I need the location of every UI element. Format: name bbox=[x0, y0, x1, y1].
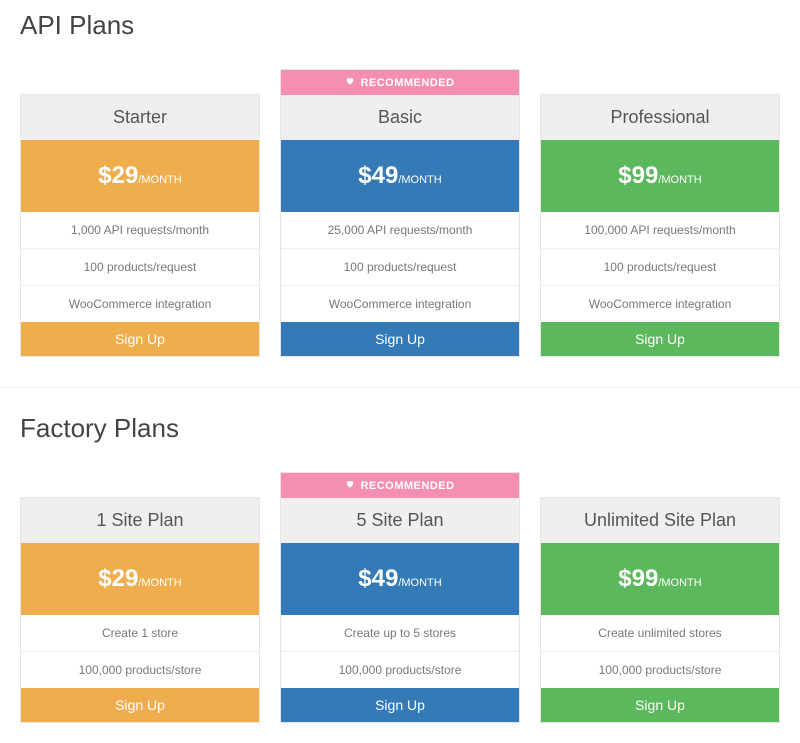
feature-item: 100,000 products/store bbox=[541, 652, 779, 688]
plans-row: 1 Site Plan$29/MONTHCreate 1 store100,00… bbox=[20, 472, 780, 723]
feature-item: WooCommerce integration bbox=[541, 286, 779, 322]
plans-row: Starter$29/MONTH1,000 API requests/month… bbox=[20, 69, 780, 357]
plan-price: $99/MONTH bbox=[541, 543, 779, 615]
plan-name: 1 Site Plan bbox=[21, 498, 259, 543]
feature-item: 100 products/request bbox=[541, 249, 779, 286]
plan-name: Professional bbox=[541, 95, 779, 140]
signup-button[interactable]: Sign Up bbox=[21, 322, 259, 356]
pricing-section: API PlansStarter$29/MONTH1,000 API reque… bbox=[0, 0, 800, 377]
feature-item: 100,000 API requests/month bbox=[541, 212, 779, 249]
feature-item: Create 1 store bbox=[21, 615, 259, 652]
feature-list: Create unlimited stores100,000 products/… bbox=[541, 615, 779, 688]
plan-name: 5 Site Plan bbox=[281, 498, 519, 543]
feature-list: 1,000 API requests/month100 products/req… bbox=[21, 212, 259, 322]
section-title: API Plans bbox=[20, 10, 780, 41]
plan-card: RECOMMENDED5 Site Plan$49/MONTHCreate up… bbox=[280, 472, 520, 723]
plan-card: Professional$99/MONTH100,000 API request… bbox=[540, 94, 780, 357]
heart-icon bbox=[345, 479, 355, 492]
feature-list: 100,000 API requests/month100 products/r… bbox=[541, 212, 779, 322]
price-period: /MONTH bbox=[398, 174, 441, 186]
recommended-ribbon: RECOMMENDED bbox=[281, 473, 519, 498]
plan-price: $49/MONTH bbox=[281, 140, 519, 212]
price-amount: $99 bbox=[618, 162, 658, 189]
price-period: /MONTH bbox=[658, 577, 701, 589]
plan-price: $29/MONTH bbox=[21, 140, 259, 212]
feature-item: 25,000 API requests/month bbox=[281, 212, 519, 249]
section-title: Factory Plans bbox=[20, 413, 780, 444]
price-amount: $99 bbox=[618, 565, 658, 592]
signup-button[interactable]: Sign Up bbox=[541, 322, 779, 356]
plan-card: RECOMMENDEDBasic$49/MONTH25,000 API requ… bbox=[280, 69, 520, 357]
price-period: /MONTH bbox=[138, 577, 181, 589]
recommended-ribbon: RECOMMENDED bbox=[281, 70, 519, 95]
feature-item: Create up to 5 stores bbox=[281, 615, 519, 652]
pricing-section: Factory Plans1 Site Plan$29/MONTHCreate … bbox=[0, 387, 800, 743]
plan-name: Unlimited Site Plan bbox=[541, 498, 779, 543]
plan-card: Starter$29/MONTH1,000 API requests/month… bbox=[20, 94, 260, 357]
feature-item: 1,000 API requests/month bbox=[21, 212, 259, 249]
feature-list: Create up to 5 stores100,000 products/st… bbox=[281, 615, 519, 688]
feature-item: 100 products/request bbox=[21, 249, 259, 286]
price-amount: $29 bbox=[98, 162, 138, 189]
plan-card: 1 Site Plan$29/MONTHCreate 1 store100,00… bbox=[20, 497, 260, 723]
signup-button[interactable]: Sign Up bbox=[541, 688, 779, 722]
price-period: /MONTH bbox=[658, 174, 701, 186]
plan-card: Unlimited Site Plan$99/MONTHCreate unlim… bbox=[540, 497, 780, 723]
plan-price: $29/MONTH bbox=[21, 543, 259, 615]
feature-item: 100,000 products/store bbox=[281, 652, 519, 688]
plan-name: Starter bbox=[21, 95, 259, 140]
price-amount: $49 bbox=[358, 565, 398, 592]
feature-item: WooCommerce integration bbox=[281, 286, 519, 322]
price-amount: $49 bbox=[358, 162, 398, 189]
ribbon-label: RECOMMENDED bbox=[360, 480, 454, 492]
signup-button[interactable]: Sign Up bbox=[281, 688, 519, 722]
plan-price: $99/MONTH bbox=[541, 140, 779, 212]
price-period: /MONTH bbox=[398, 577, 441, 589]
signup-button[interactable]: Sign Up bbox=[21, 688, 259, 722]
feature-item: 100,000 products/store bbox=[21, 652, 259, 688]
heart-icon bbox=[345, 76, 355, 89]
price-amount: $29 bbox=[98, 565, 138, 592]
ribbon-label: RECOMMENDED bbox=[360, 77, 454, 89]
feature-list: 25,000 API requests/month100 products/re… bbox=[281, 212, 519, 322]
signup-button[interactable]: Sign Up bbox=[281, 322, 519, 356]
feature-list: Create 1 store100,000 products/store bbox=[21, 615, 259, 688]
feature-item: Create unlimited stores bbox=[541, 615, 779, 652]
price-period: /MONTH bbox=[138, 174, 181, 186]
feature-item: 100 products/request bbox=[281, 249, 519, 286]
feature-item: WooCommerce integration bbox=[21, 286, 259, 322]
plan-price: $49/MONTH bbox=[281, 543, 519, 615]
plan-name: Basic bbox=[281, 95, 519, 140]
